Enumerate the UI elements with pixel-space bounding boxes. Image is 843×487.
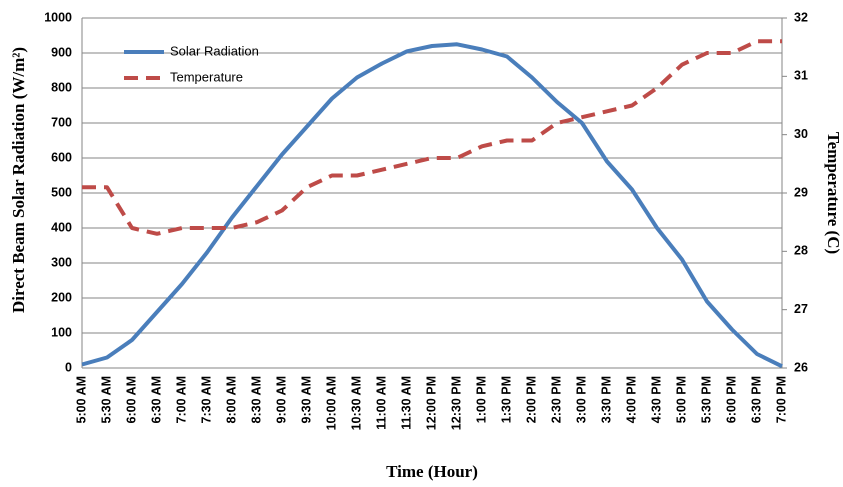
x-tick-label: 8:00 AM [224, 376, 238, 423]
x-tick-label: 5:30 AM [99, 376, 113, 423]
x-tick-label: 1:00 PM [474, 376, 488, 423]
x-tick-label: 1:30 PM [499, 376, 513, 423]
y2-tick-label: 26 [794, 360, 808, 374]
x-tick-label: 6:00 PM [724, 376, 738, 423]
x-tick-label: 9:30 AM [299, 376, 313, 423]
y2-tick-label: 27 [794, 302, 808, 316]
y-tick-label: 700 [51, 115, 72, 129]
x-tick-label: 12:00 PM [424, 376, 438, 430]
y-tick-label: 500 [51, 185, 72, 199]
x-tick-label: 6:00 AM [124, 376, 138, 423]
y-tick-label: 600 [51, 150, 72, 164]
y-tick-label: 200 [51, 290, 72, 304]
y2-tick-label: 28 [794, 244, 808, 258]
x-tick-label: 5:00 AM [74, 376, 88, 423]
x-tick-label: 7:00 PM [774, 376, 788, 423]
y-tick-label: 100 [51, 325, 72, 339]
y2-axis-title: Temperature (C) [824, 132, 843, 254]
x-tick-label: 11:00 AM [374, 376, 388, 430]
x-tick-label: 6:30 AM [149, 376, 163, 423]
x-tick-label: 3:00 PM [574, 376, 588, 423]
x-tick-label: 7:30 AM [199, 376, 213, 423]
y2-tick-label: 30 [794, 127, 808, 141]
y-tick-label: 300 [51, 255, 72, 269]
x-tick-label: 2:30 PM [549, 376, 563, 423]
y-tick-label: 900 [51, 45, 72, 59]
x-tick-label: 10:30 AM [349, 376, 363, 430]
y2-tick-label: 32 [794, 10, 808, 24]
x-tick-label: 4:30 PM [649, 376, 663, 423]
y2-tick-label: 29 [794, 185, 808, 199]
y-tick-label: 0 [65, 360, 72, 374]
y-tick-label: 800 [51, 80, 72, 94]
y-tick-label: 1000 [44, 10, 72, 24]
x-tick-label: 7:00 AM [174, 376, 188, 423]
series-line [81, 42, 783, 369]
x-tick-label: 8:30 AM [249, 376, 263, 423]
x-tick-label: 9:00 AM [274, 376, 288, 423]
x-tick-label: 5:00 PM [674, 376, 688, 423]
x-tick-label: 6:30 PM [749, 376, 763, 423]
legend-label: Temperature [170, 69, 243, 84]
x-tick-label: 2:00 PM [524, 376, 538, 423]
legend-label: Solar Radiation [170, 43, 259, 58]
x-tick-label: 11:30 AM [399, 376, 413, 430]
x-axis-title: Time (Hour) [386, 462, 478, 481]
x-tick-label: 5:30 PM [699, 376, 713, 423]
x-tick-label: 10:00 AM [324, 376, 338, 430]
x-tick-label: 12:30 PM [449, 376, 463, 430]
series-line [82, 39, 782, 236]
y2-tick-label: 31 [794, 69, 808, 83]
x-tick-label: 3:30 PM [599, 376, 613, 423]
x-tick-label: 4:00 PM [624, 376, 638, 423]
y-tick-label: 400 [51, 220, 72, 234]
y-axis-title: Direct Beam Solar Radiation (W/m²) [9, 47, 28, 313]
